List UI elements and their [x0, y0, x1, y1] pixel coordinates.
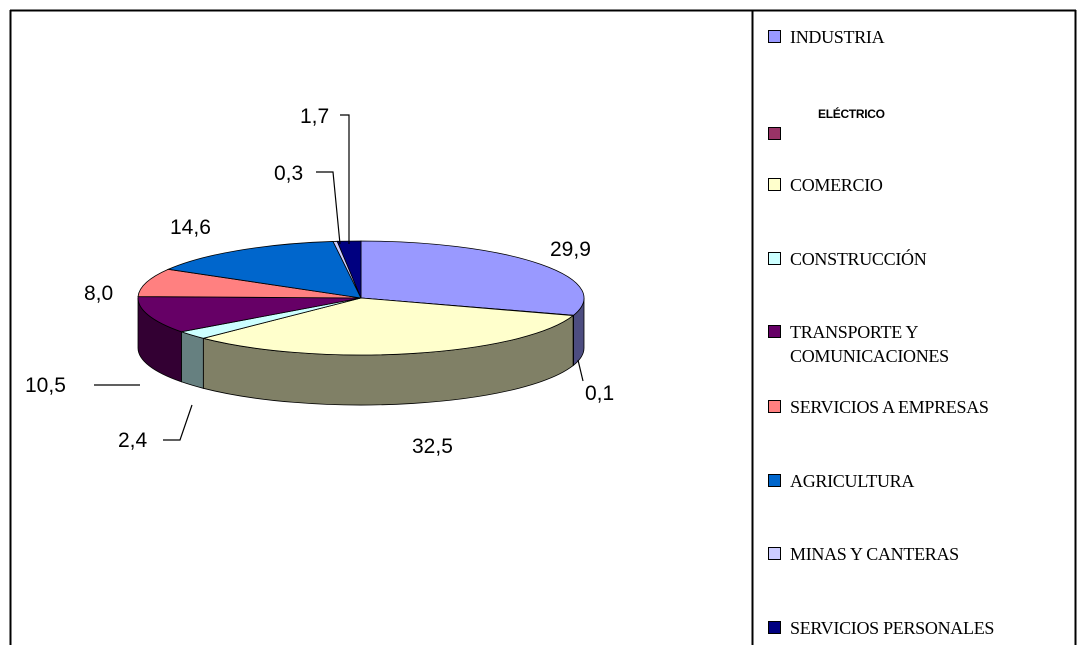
legend-swatch [768, 474, 781, 487]
legend-label: ELÉCTRICO [818, 107, 885, 121]
data-label: 1,7 [300, 105, 329, 128]
data-label: 29,9 [550, 238, 591, 261]
slice [203, 297, 575, 356]
legend-label: AGRICULTURA [790, 471, 915, 491]
legend-swatch [768, 178, 781, 191]
data-label: 0,1 [585, 382, 614, 405]
leader-line [577, 359, 584, 382]
legend-swatch [768, 547, 781, 560]
legend-swatch [768, 252, 781, 265]
data-label: 10,5 [25, 374, 66, 397]
legend-swatch [768, 325, 781, 338]
slice [137, 268, 362, 299]
data-label: 8,0 [84, 282, 113, 305]
legend-swatch [768, 621, 781, 634]
slice-side [181, 331, 204, 389]
legend-swatch [768, 30, 781, 43]
legend-label: TRANSPORTE Y COMUNICACIONES [790, 322, 949, 366]
slice [360, 240, 585, 316]
data-label: 0,3 [274, 162, 303, 185]
legend-label: SERVICIOS PERSONALES [790, 618, 995, 638]
legend-swatch [768, 400, 781, 413]
data-label: 2,4 [118, 429, 148, 452]
data-label: 14,6 [170, 216, 211, 239]
leader-line [316, 171, 341, 245]
slice [137, 296, 362, 333]
legend-label: CONSTRUCCIÓN [790, 249, 927, 269]
leader-line [340, 114, 350, 244]
legend-swatch [768, 127, 781, 140]
legend-label: MINAS Y CANTERAS [790, 544, 959, 564]
data-label: 32,5 [412, 435, 453, 458]
legend-label: SERVICIOS A EMPRESAS [790, 397, 989, 417]
slice [166, 241, 362, 299]
leader-line [163, 404, 193, 441]
legend-label: COMERCIO [790, 175, 883, 195]
legend-label: INDUSTRIA [790, 27, 885, 47]
